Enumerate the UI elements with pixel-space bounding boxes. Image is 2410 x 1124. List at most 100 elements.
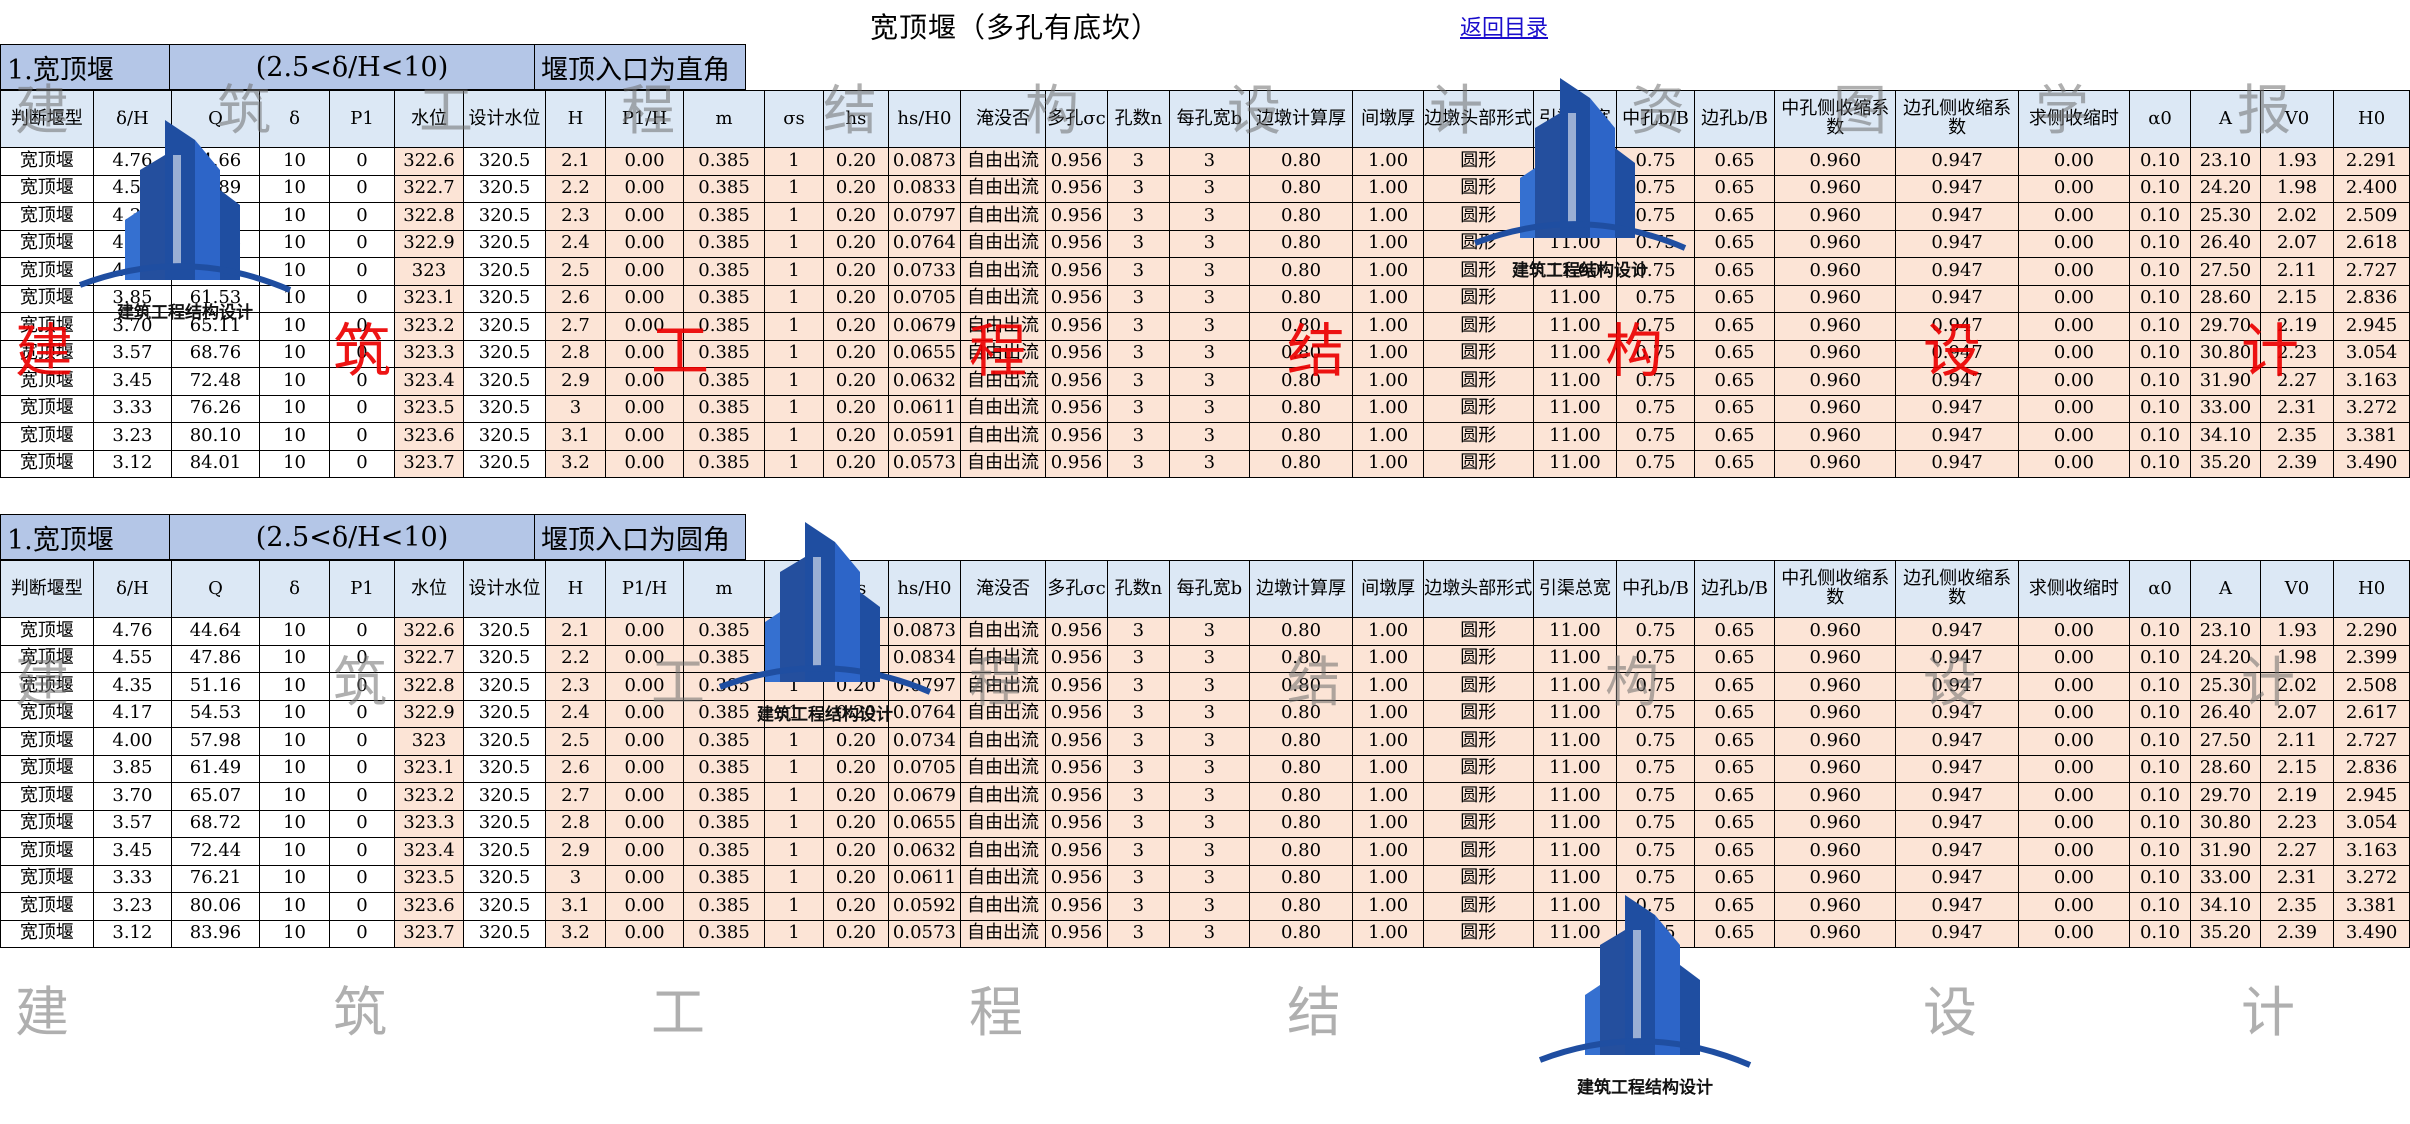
table-cell[interactable]: 0.00 — [2018, 699, 2130, 728]
table-cell[interactable]: 1 — [764, 892, 824, 921]
table-cell[interactable]: 0.00 — [605, 229, 684, 258]
table-cell[interactable]: 2.2 — [544, 174, 607, 203]
table-cell[interactable]: 0.947 — [1895, 422, 2020, 451]
table-cell[interactable]: 1.00 — [1352, 284, 1424, 313]
table-cell[interactable]: 0.947 — [1895, 312, 2020, 341]
table-cell[interactable]: 0.00 — [605, 339, 684, 368]
table-cell[interactable]: 自由出流 — [959, 672, 1047, 701]
table-cell[interactable]: 80.10 — [171, 422, 260, 451]
table-cell[interactable]: 0.960 — [1774, 644, 1897, 673]
table-cell[interactable]: 2.15 — [2259, 754, 2335, 783]
table-cell[interactable]: 0.947 — [1895, 864, 2020, 893]
table-cell[interactable]: 10 — [258, 699, 331, 728]
table-cell[interactable]: 0.956 — [1045, 782, 1108, 811]
table-cell[interactable]: 25.30 — [2190, 202, 2261, 231]
table-cell[interactable]: 0.65 — [1693, 782, 1776, 811]
table-cell[interactable]: 0.960 — [1774, 339, 1897, 368]
table-cell[interactable]: 31.90 — [2190, 367, 2261, 396]
table-cell[interactable]: 0.00 — [605, 809, 684, 838]
table-cell[interactable]: 0.75 — [1616, 422, 1695, 451]
table-cell[interactable]: 57.98 — [171, 727, 260, 756]
table-cell[interactable]: 0.00 — [2018, 229, 2130, 258]
table-cell[interactable]: 0.65 — [1693, 892, 1776, 921]
table-cell[interactable]: 0.947 — [1895, 617, 2020, 646]
table-cell[interactable]: 3 — [1106, 229, 1171, 258]
table-cell[interactable]: 2.39 — [2259, 919, 2335, 948]
table-cell[interactable]: 宽顶堰 — [0, 892, 94, 921]
table-cell[interactable]: 0.00 — [605, 367, 684, 396]
table-cell[interactable]: 0 — [329, 202, 395, 231]
table-cell[interactable]: 3 — [1106, 699, 1171, 728]
table-cell[interactable]: 3 — [1106, 617, 1171, 646]
table-cell[interactable]: 0.947 — [1895, 919, 2020, 948]
table-cell[interactable]: 0.00 — [2018, 367, 2130, 396]
table-cell[interactable]: 44.66 — [171, 147, 260, 176]
table-cell[interactable]: 0.956 — [1045, 422, 1108, 451]
table-cell[interactable]: 323.6 — [393, 892, 465, 921]
table-cell[interactable]: 320.5 — [463, 864, 546, 893]
table-cell[interactable]: 26.40 — [2190, 699, 2261, 728]
table-cell[interactable]: 圆形 — [1422, 699, 1534, 728]
table-cell[interactable]: 0.0591 — [888, 422, 961, 451]
table-cell[interactable]: 3.054 — [2333, 339, 2410, 368]
table-cell[interactable]: 323.1 — [393, 754, 465, 783]
table-cell[interactable]: 0.80 — [1248, 809, 1354, 838]
table-cell[interactable]: 4.76 — [92, 617, 173, 646]
table-cell[interactable]: 35.20 — [2190, 449, 2261, 478]
table-cell[interactable]: 2.19 — [2259, 312, 2335, 341]
table-cell[interactable]: 3 — [1169, 449, 1250, 478]
table-cell[interactable]: 10 — [258, 864, 331, 893]
table-cell[interactable]: 1 — [764, 809, 824, 838]
table-cell[interactable]: 0.80 — [1248, 617, 1354, 646]
table-cell[interactable]: 30.80 — [2190, 809, 2261, 838]
table-cell[interactable]: 0.960 — [1774, 422, 1897, 451]
table-cell[interactable]: 320.5 — [463, 367, 546, 396]
table-cell[interactable]: 2.400 — [2333, 174, 2410, 203]
table-cell[interactable]: 3 — [1106, 672, 1171, 701]
table-cell[interactable]: 0.00 — [2018, 202, 2130, 231]
table-cell[interactable]: 320.5 — [463, 312, 546, 341]
table-cell[interactable]: 0.0679 — [888, 782, 961, 811]
table-cell[interactable]: 65.07 — [171, 782, 260, 811]
table-cell[interactable]: 0.0734 — [888, 727, 961, 756]
table-cell[interactable]: 3 — [1106, 257, 1171, 286]
table-cell[interactable]: 3 — [1169, 727, 1250, 756]
table-cell[interactable]: 0.80 — [1248, 892, 1354, 921]
table-cell[interactable]: 0.80 — [1248, 672, 1354, 701]
table-cell[interactable]: 3.57 — [92, 809, 173, 838]
table-cell[interactable]: 0.947 — [1895, 727, 2020, 756]
table-cell[interactable]: 0.80 — [1248, 754, 1354, 783]
table-cell[interactable]: 0.75 — [1616, 174, 1695, 203]
table-cell[interactable]: 0.385 — [682, 727, 766, 756]
table-cell[interactable]: 3.1 — [544, 892, 607, 921]
table-cell[interactable]: 11.00 — [1532, 202, 1618, 231]
table-cell[interactable]: 1 — [764, 229, 824, 258]
table-cell[interactable]: 24.20 — [2190, 174, 2261, 203]
table-cell[interactable]: 0.80 — [1248, 727, 1354, 756]
table-cell[interactable]: 0.65 — [1693, 449, 1776, 478]
table-cell[interactable]: 1 — [764, 367, 824, 396]
table-cell[interactable]: 1.00 — [1352, 422, 1424, 451]
table-cell[interactable]: 0.65 — [1693, 727, 1776, 756]
table-cell[interactable]: 3 — [1106, 202, 1171, 231]
table-cell[interactable]: 2.8 — [544, 809, 607, 838]
table-cell[interactable]: 0.0573 — [888, 919, 961, 948]
table-cell[interactable]: 0.80 — [1248, 367, 1354, 396]
table-cell[interactable]: 11.00 — [1532, 422, 1618, 451]
table-cell[interactable]: 320.5 — [463, 727, 546, 756]
table-cell[interactable]: 2.618 — [2333, 229, 2410, 258]
table-cell[interactable]: 0.385 — [682, 147, 766, 176]
table-cell[interactable]: 0.960 — [1774, 919, 1897, 948]
table-cell[interactable]: 1 — [764, 617, 824, 646]
table-cell[interactable]: 0.80 — [1248, 837, 1354, 866]
table-cell[interactable]: 0.956 — [1045, 367, 1108, 396]
table-cell[interactable]: 11.00 — [1532, 892, 1618, 921]
table-cell[interactable]: 宽顶堰 — [0, 617, 94, 646]
table-cell[interactable]: 0.00 — [605, 782, 684, 811]
table-cell[interactable]: 10 — [258, 284, 331, 313]
table-cell[interactable]: 0.0679 — [888, 312, 961, 341]
table-cell[interactable]: 10 — [258, 202, 331, 231]
table-cell[interactable]: 0.960 — [1774, 672, 1897, 701]
table-cell[interactable]: 宽顶堰 — [0, 727, 94, 756]
table-cell[interactable]: 0.20 — [822, 864, 890, 893]
